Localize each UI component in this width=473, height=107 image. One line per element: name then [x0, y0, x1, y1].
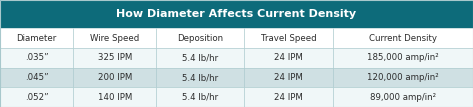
Bar — [333, 28, 473, 48]
Bar — [156, 87, 244, 107]
Text: .035”: .035” — [25, 53, 48, 62]
Bar — [73, 68, 156, 87]
Bar — [0, 48, 73, 68]
Text: .052”: .052” — [25, 93, 48, 102]
Text: .045”: .045” — [25, 73, 48, 82]
Bar — [156, 48, 244, 68]
Text: 24 IPM: 24 IPM — [274, 73, 303, 82]
Bar — [333, 48, 473, 68]
Text: 5.4 lb/hr: 5.4 lb/hr — [182, 93, 218, 102]
Bar — [156, 68, 244, 87]
Bar — [156, 28, 244, 48]
Text: 5.4 lb/hr: 5.4 lb/hr — [182, 53, 218, 62]
Text: 200 IPM: 200 IPM — [97, 73, 132, 82]
Bar — [244, 68, 333, 87]
Bar — [73, 48, 156, 68]
Text: Travel Speed: Travel Speed — [261, 34, 316, 43]
Bar — [0, 28, 73, 48]
Text: 140 IPM: 140 IPM — [97, 93, 132, 102]
Bar — [73, 28, 156, 48]
Bar — [333, 68, 473, 87]
Bar — [0, 87, 73, 107]
Text: 120,000 amp/in²: 120,000 amp/in² — [368, 73, 439, 82]
Text: 5.4 lb/hr: 5.4 lb/hr — [182, 73, 218, 82]
Bar — [0, 0, 473, 28]
Text: Deposition: Deposition — [177, 34, 223, 43]
Bar — [73, 87, 156, 107]
Text: Diameter: Diameter — [17, 34, 57, 43]
Text: 24 IPM: 24 IPM — [274, 53, 303, 62]
Bar — [333, 87, 473, 107]
Bar — [244, 28, 333, 48]
Text: 185,000 amp/in²: 185,000 amp/in² — [368, 53, 439, 62]
Text: How Diameter Affects Current Density: How Diameter Affects Current Density — [116, 9, 357, 19]
Text: 24 IPM: 24 IPM — [274, 93, 303, 102]
Text: Current Density: Current Density — [369, 34, 437, 43]
Bar — [244, 87, 333, 107]
Bar — [0, 68, 73, 87]
Text: 89,000 amp/in²: 89,000 amp/in² — [370, 93, 436, 102]
Bar — [244, 48, 333, 68]
Text: 325 IPM: 325 IPM — [97, 53, 132, 62]
Text: Wire Speed: Wire Speed — [90, 34, 140, 43]
